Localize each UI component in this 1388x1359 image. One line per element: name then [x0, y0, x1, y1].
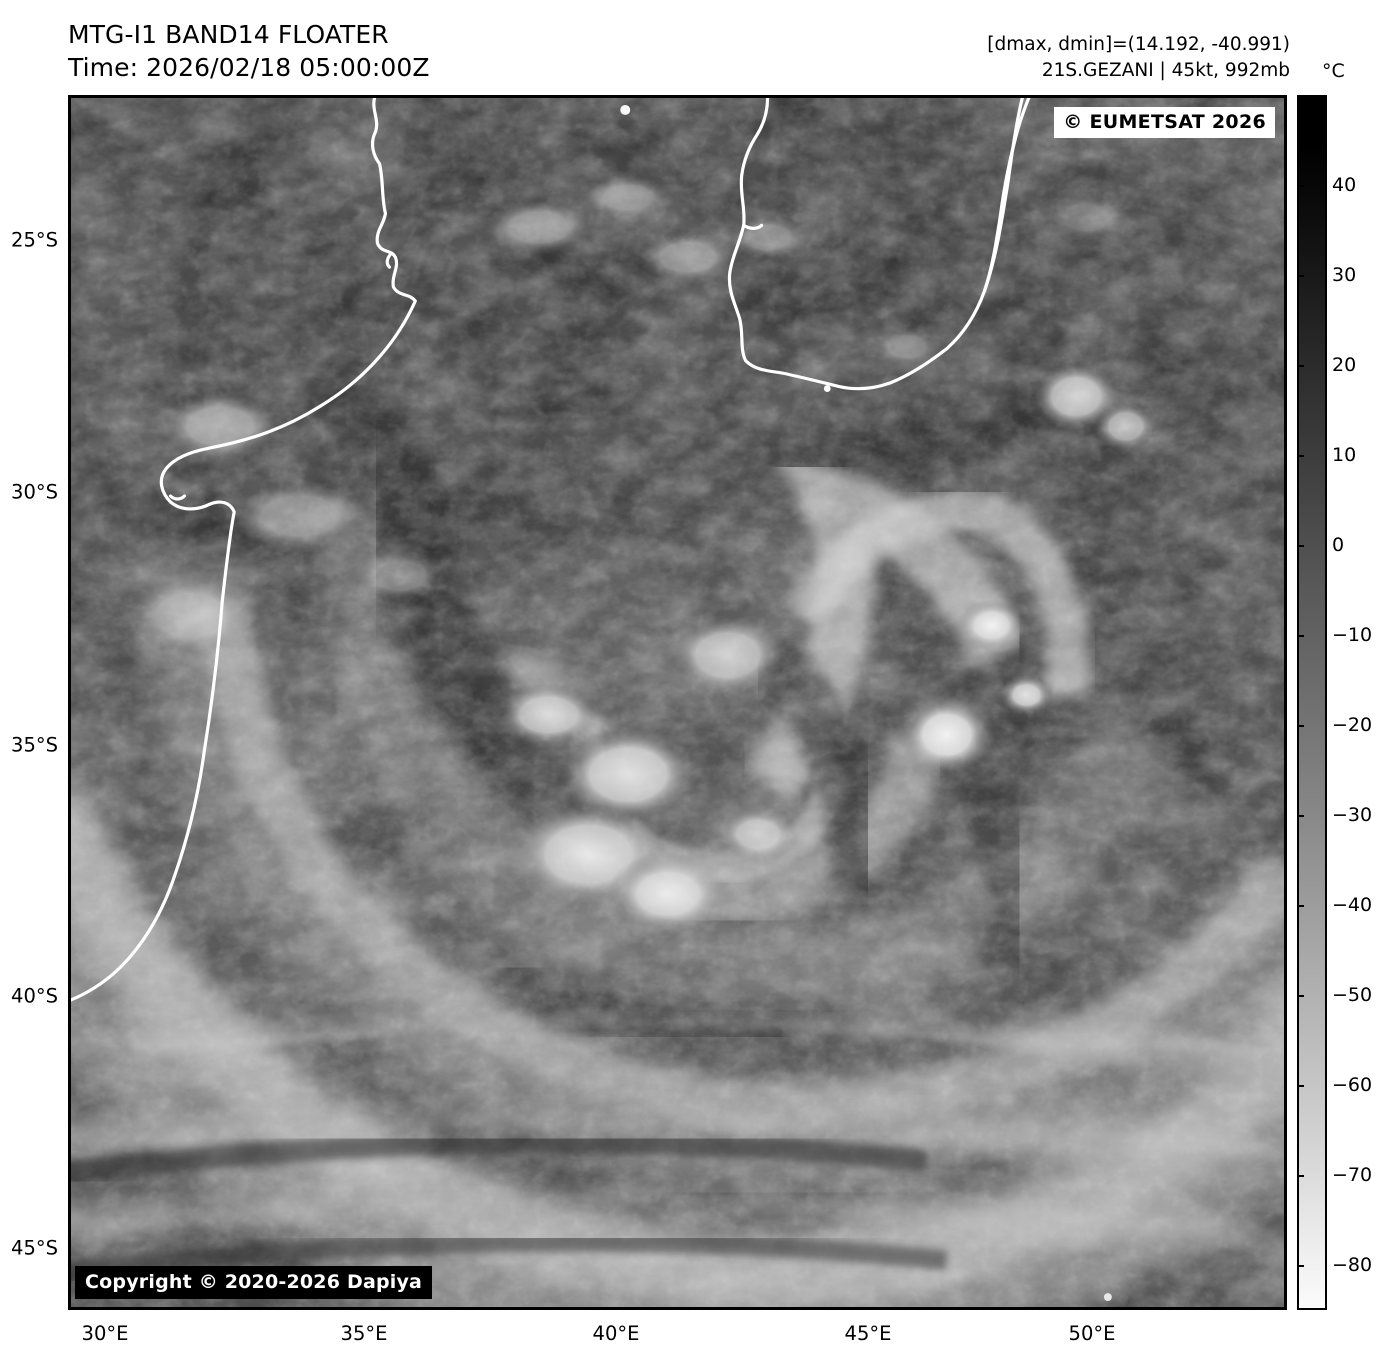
cbar-tick-m60: −60: [1332, 1074, 1373, 1096]
copyright-watermark: Copyright © 2020-2026 Dapiya: [75, 1266, 433, 1299]
dminmax-label: [dmax, dmin]=(14.192, -40.991): [987, 34, 1290, 55]
y-tick-45S: 45°S: [11, 1236, 58, 1260]
cbar-tick-30: 30: [1332, 264, 1357, 286]
cbar-tick-40: 40: [1332, 174, 1357, 196]
cbar-tick-m80: −80: [1332, 1254, 1373, 1276]
temperature-colorbar: [1297, 95, 1327, 1310]
product-title: MTG-I1 BAND14 FLOATER: [68, 20, 389, 49]
x-tick-50E: 50°E: [1068, 1322, 1116, 1345]
cbar-tick-m20: −20: [1332, 714, 1373, 736]
time-label: Time: 2026/02/18 05:00:00Z: [68, 53, 430, 82]
cbar-tick-m70: −70: [1332, 1164, 1373, 1186]
x-tick-45E: 45°E: [844, 1322, 892, 1345]
x-tick-35E: 35°E: [340, 1322, 388, 1345]
y-tick-35S: 35°S: [11, 733, 58, 757]
coastline-overlay: [71, 98, 1031, 1002]
eumetsat-watermark: © EUMETSAT 2026: [1054, 107, 1275, 138]
satellite-image-plot[interactable]: © EUMETSAT 2026 Copyright © 2020-2026 Da…: [68, 95, 1287, 1310]
cbar-tick-20: 20: [1332, 354, 1357, 376]
metadata-block: [dmax, dmin]=(14.192, -40.991) 21S.GEZAN…: [987, 32, 1290, 85]
x-tick-30E: 30°E: [81, 1322, 129, 1345]
cbar-tick-m30: −30: [1332, 804, 1373, 826]
page-title: MTG-I1 BAND14 FLOATER Time: 2026/02/18 0…: [68, 18, 430, 84]
cbar-tick-m10: −10: [1332, 624, 1373, 646]
cbar-tick-m50: −50: [1332, 984, 1373, 1006]
y-tick-30S: 30°S: [11, 480, 58, 504]
y-tick-25S: 25°S: [11, 228, 58, 252]
cbar-tick-10: 10: [1332, 444, 1357, 466]
cbar-tick-m40: −40: [1332, 894, 1373, 916]
cbar-tick-0: 0: [1332, 534, 1345, 556]
y-tick-40S: 40°S: [11, 984, 58, 1008]
storm-info-label: 21S.GEZANI | 45kt, 992mb: [1041, 60, 1290, 82]
x-tick-40E: 40°E: [592, 1322, 640, 1345]
colorbar-unit-label: °C: [1322, 60, 1345, 82]
